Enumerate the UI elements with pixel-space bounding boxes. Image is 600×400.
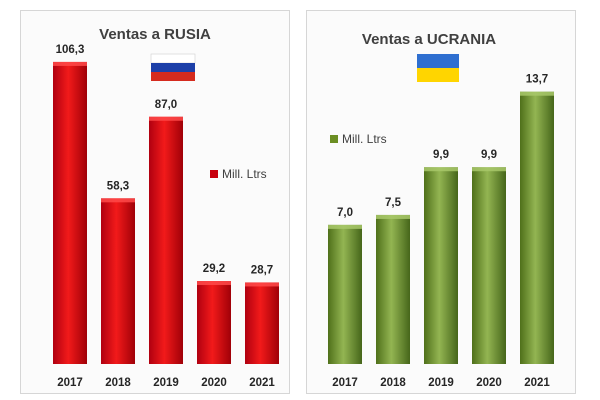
bar-2019 [149, 116, 183, 365]
data-label-2017: 106,3 [56, 44, 85, 56]
bar-2018 [101, 198, 135, 364]
x-tick-label-2020: 2020 [201, 377, 227, 389]
x-tick-label-2019: 2019 [153, 377, 179, 389]
x-tick-label-2020: 2020 [476, 377, 502, 389]
data-label-2020: 9,9 [481, 149, 497, 161]
bar-2021 [245, 282, 279, 364]
data-label-2020: 29,2 [203, 263, 225, 275]
x-tick-label-2017: 2017 [332, 377, 358, 389]
bar-top-2017 [53, 61, 87, 66]
russia-chart-panel: Ventas a RUSIA Mill. Ltrs 106,3 2017 58,3 2… [20, 10, 290, 394]
chart-title: Ventas a UCRANIA [362, 31, 496, 48]
data-label-2021: 28,7 [251, 264, 273, 276]
ukraine-bar-chart: Ventas a UCRANIA Mill. Ltrs 7,0 2017 7,5 20… [328, 31, 554, 389]
bar-2020 [197, 281, 231, 364]
bar-top-2019 [149, 116, 183, 121]
russia-bar-chart: Ventas a RUSIA Mill. Ltrs 106,3 2017 58,3 2… [53, 26, 279, 389]
bar-top-2020 [472, 167, 506, 172]
bars: 7,0 2017 7,5 2018 9,9 2019 9,9 2020 13,7 2021 [328, 74, 554, 389]
x-tick-label-2018: 2018 [105, 377, 131, 389]
bar-top-2021 [520, 91, 554, 96]
bar-2019 [424, 167, 458, 364]
bar-2020 [472, 167, 506, 364]
bar-top-2020 [197, 281, 231, 286]
chart-title: Ventas a RUSIA [99, 26, 211, 43]
data-label-2021: 13,7 [526, 74, 548, 86]
legend-label: Mill. Ltrs [222, 167, 267, 181]
bar-2018 [376, 214, 410, 364]
bar-top-2021 [245, 282, 279, 287]
x-tick-label-2019: 2019 [428, 377, 454, 389]
data-label-2019: 87,0 [155, 99, 177, 111]
bar-top-2018 [101, 198, 135, 203]
ukraine-chart-panel: Ventas a UCRANIA Mill. Ltrs 7,0 2017 7,5 20… [306, 10, 576, 394]
data-label-2019: 9,9 [433, 149, 449, 161]
ukraine-flag-icon [417, 54, 459, 82]
bar-top-2017 [328, 224, 362, 229]
x-tick-label-2017: 2017 [57, 377, 83, 389]
x-tick-label-2021: 2021 [249, 377, 275, 389]
legend-swatch [330, 135, 338, 143]
x-tick-label-2021: 2021 [524, 377, 550, 389]
bar-top-2018 [376, 214, 410, 219]
data-label-2018: 58,3 [107, 180, 129, 192]
legend: Mill. Ltrs [210, 167, 267, 181]
bar-top-2019 [424, 167, 458, 172]
x-tick-label-2018: 2018 [380, 377, 406, 389]
legend-label: Mill. Ltrs [342, 132, 387, 146]
data-label-2017: 7,0 [337, 207, 353, 219]
data-label-2018: 7,5 [385, 197, 402, 209]
bar-2021 [520, 91, 554, 365]
legend-swatch [210, 170, 218, 178]
bar-2017 [53, 61, 87, 364]
russia-flag-icon [150, 53, 196, 81]
bar-2017 [328, 224, 362, 364]
legend: Mill. Ltrs [330, 132, 387, 146]
bars: 106,3 2017 58,3 2018 87,0 2019 29,2 2020 28,7 202… [53, 44, 279, 389]
